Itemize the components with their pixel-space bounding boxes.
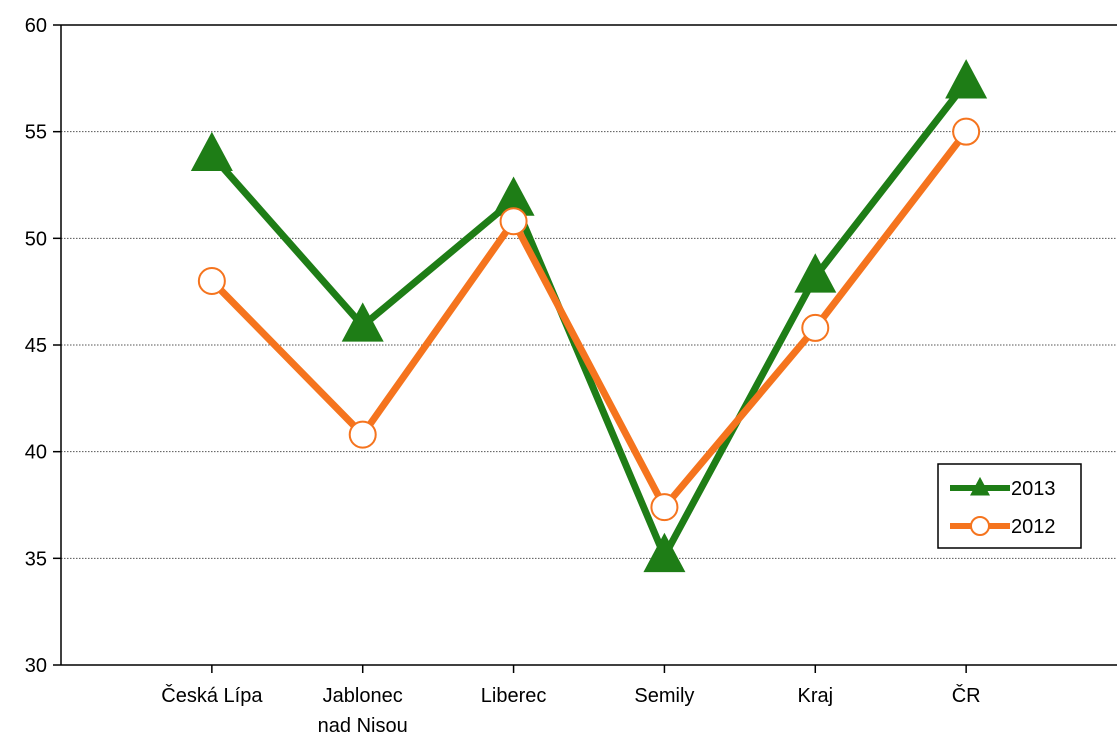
- data-point-2013: [945, 59, 988, 99]
- x-category-label: Česká Lípa: [161, 684, 263, 707]
- legend-box: [937, 463, 1082, 549]
- x-category-label: nad Nisou: [318, 715, 408, 737]
- x-category-label: Liberec: [481, 685, 547, 707]
- data-point-2013: [794, 253, 837, 293]
- data-point-2012: [499, 207, 528, 236]
- grid-lines: [61, 131, 1117, 559]
- legend-label: 2013: [1011, 478, 1056, 500]
- data-point-2013: [341, 302, 384, 342]
- series-line-2012: [209, 129, 969, 514]
- data-point-2013: [492, 176, 535, 216]
- series-2013: [190, 59, 988, 573]
- legend-marker: [970, 476, 990, 496]
- x-category-labels: Česká Lípa Jablonec nad Nisou Liberec Semily…: [161, 684, 980, 737]
- series-2012: [197, 117, 981, 522]
- y-tick-label-35: 35: [25, 548, 47, 570]
- series-group: [190, 59, 988, 573]
- y-tick-labels: 30 35 40 45 50 55 60: [25, 15, 47, 677]
- legend-marker: [970, 516, 990, 536]
- x-category-label: Jablonec: [323, 685, 403, 707]
- legend-label: 2012: [1011, 516, 1056, 538]
- y-tick-label-30: 30: [25, 655, 47, 677]
- y-tick-label-55: 55: [25, 122, 47, 144]
- x-category-label: ČR: [952, 684, 981, 707]
- data-point-2013: [643, 532, 686, 573]
- data-point-2012: [650, 493, 679, 522]
- x-category-label: Semily: [634, 685, 694, 707]
- data-point-2012: [348, 420, 377, 449]
- data-point-2013: [190, 131, 233, 172]
- legend-item-2012: 2012: [950, 516, 1056, 538]
- y-tick-label-50: 50: [25, 228, 47, 250]
- legend-item-2013: 2013: [950, 476, 1056, 500]
- axes: [53, 24, 1117, 673]
- series-line-2013: [209, 80, 969, 565]
- legend: 2013 2012: [937, 463, 1082, 549]
- data-point-2012: [952, 117, 981, 146]
- data-point-2012: [197, 267, 226, 295]
- x-category-label: Kraj: [797, 685, 833, 707]
- y-tick-label-60: 60: [25, 15, 47, 37]
- y-tick-label-45: 45: [25, 335, 47, 357]
- y-tick-label-40: 40: [25, 442, 47, 464]
- data-point-2012: [801, 313, 830, 342]
